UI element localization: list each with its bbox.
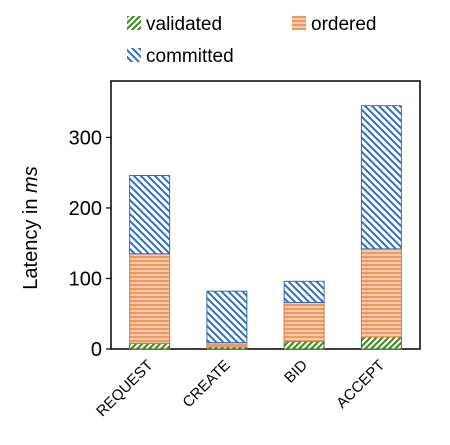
bar-committed-create	[206, 290, 248, 344]
y-tick-label: 300	[69, 127, 102, 149]
legend-label-committed: committed	[146, 46, 234, 67]
x-tick-label: BID	[281, 357, 311, 387]
bar-committed-accept	[360, 105, 402, 250]
legend-item-validated: validated	[127, 14, 222, 35]
plot-frame	[110, 80, 421, 350]
y-tick-label: 200	[69, 198, 102, 220]
legend-item-committed: committed	[127, 46, 234, 67]
legend-swatch-ordered	[292, 16, 306, 30]
bar-validated-request	[129, 342, 171, 350]
legend-item-ordered: ordered	[292, 14, 377, 35]
x-tick-label: ACCEPT	[333, 357, 388, 412]
y-axis-title-prefix: Latency in	[20, 193, 42, 290]
legend-label-validated: validated	[146, 14, 222, 35]
plot-area: 0 100 200 300 REQUEST CREATE BID ACCEPT	[69, 80, 421, 420]
legend-label-ordered: ordered	[311, 14, 377, 35]
bar-validated-bid	[283, 340, 325, 350]
x-tick-label: REQUEST	[93, 357, 156, 420]
bar-validated-accept	[360, 336, 402, 350]
bar-ordered-request	[129, 253, 171, 344]
bar-committed-request	[129, 175, 171, 255]
bar-committed-bid	[283, 280, 325, 303]
legend-swatch-validated	[127, 16, 141, 30]
legend: validated ordered committed	[127, 14, 377, 67]
y-tick-label: 0	[91, 339, 102, 361]
bar-ordered-bid	[283, 301, 325, 342]
bar-ordered-create	[206, 342, 248, 348]
bar-ordered-accept	[360, 248, 402, 338]
y-tick-label: 100	[69, 268, 102, 290]
y-axis-title-unit: ms	[20, 166, 42, 193]
legend-swatch-committed	[127, 48, 141, 62]
x-tick-label: CREATE	[179, 357, 233, 411]
y-axis-title: Latency in ms	[20, 166, 42, 289]
